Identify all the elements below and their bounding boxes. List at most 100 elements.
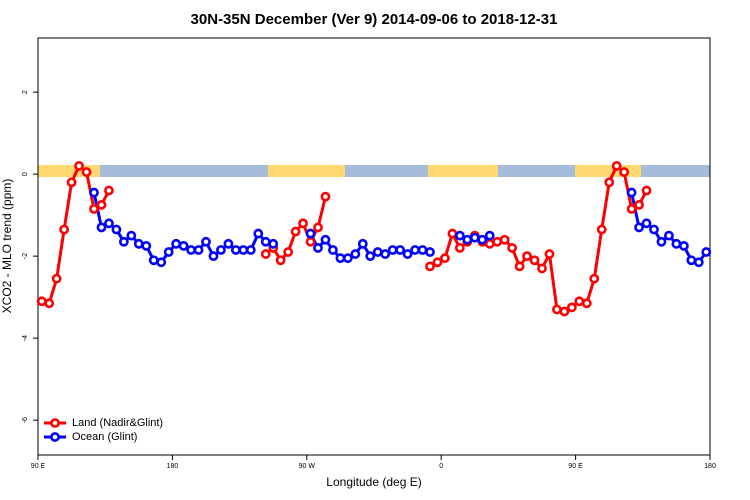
data-point [111, 224, 122, 235]
data-point [305, 236, 316, 247]
data-point [410, 245, 420, 255]
data-point [163, 247, 174, 257]
data-point [230, 245, 241, 255]
y-axis-label: XCO2 - MLO trend (ppm) [0, 179, 14, 314]
data-point [89, 204, 99, 214]
data-point [626, 187, 637, 198]
data-point [454, 230, 465, 241]
data-point [522, 251, 532, 262]
data-point [649, 224, 659, 235]
data-point [104, 218, 114, 229]
y-tick-label: -6 [22, 417, 29, 423]
data-point [432, 257, 443, 268]
data-point [641, 185, 652, 196]
data-point [342, 253, 353, 264]
data-point [186, 245, 196, 255]
legend-label: Ocean (Glint) [72, 431, 137, 443]
legend-label: Land (Nadir&Glint) [72, 417, 163, 429]
data-point [133, 238, 144, 249]
data-point [462, 234, 473, 245]
chart-title: 30N-35N December (Ver 9) 2014-09-06 to 2… [191, 11, 558, 28]
data-point [178, 240, 189, 251]
data-point [320, 234, 331, 245]
data-point [492, 236, 503, 247]
data-point [275, 255, 286, 266]
data-point [454, 243, 465, 253]
data-point [118, 236, 129, 247]
data-point [245, 245, 256, 255]
data-point [529, 255, 540, 266]
data-point [619, 167, 630, 177]
data-point [148, 255, 159, 266]
data-point [365, 251, 376, 262]
x-tick-label: 180 [704, 463, 716, 470]
legend-marker [50, 432, 60, 442]
data-point [469, 232, 480, 243]
data-point [51, 273, 62, 284]
data-point [552, 304, 562, 315]
data-point [656, 236, 667, 247]
data-point [671, 238, 682, 249]
data-point [686, 255, 697, 266]
data-point [59, 224, 70, 235]
data-point [634, 222, 644, 233]
x-tick-label: 90 E [31, 463, 46, 470]
data-point [402, 249, 413, 259]
data-point [484, 238, 495, 249]
data-point [268, 238, 279, 249]
data-point [357, 238, 368, 249]
y-tick-label: 0 [22, 172, 29, 176]
data-point [544, 249, 555, 259]
data-point [313, 222, 323, 233]
data-point [559, 306, 570, 317]
data-point [566, 302, 577, 313]
data-point [260, 236, 271, 247]
data-point [678, 240, 689, 251]
x-tick-label: 90 E [568, 463, 583, 470]
data-point [693, 257, 704, 268]
data-point [634, 199, 644, 210]
data-point [574, 296, 585, 307]
data-point [260, 249, 271, 259]
data-point [81, 167, 92, 177]
data-point [589, 273, 600, 284]
data-point [320, 191, 331, 202]
data-point [664, 230, 674, 241]
data-point [626, 204, 637, 214]
legend: Land (Nadir&Glint) Ocean (Glint) [44, 417, 163, 443]
data-point [238, 245, 249, 255]
data-point [328, 245, 338, 255]
data-point [313, 243, 323, 253]
y-tick-label: 2 [22, 90, 29, 94]
data-point [156, 257, 167, 268]
data-point [596, 224, 607, 235]
data-point [126, 230, 137, 241]
data-point [74, 161, 84, 171]
data-point [305, 228, 316, 239]
data-point [641, 218, 652, 229]
data-point [387, 245, 398, 255]
data-point [417, 245, 428, 255]
data-point [581, 298, 592, 309]
data-point [201, 236, 211, 247]
data-point [66, 177, 77, 188]
data-point [216, 245, 226, 255]
data-point [290, 226, 301, 237]
data-point [104, 185, 114, 196]
data-point [477, 234, 488, 245]
data-point [44, 298, 55, 309]
data-point [208, 251, 219, 262]
data-point [335, 253, 346, 264]
data-point [283, 247, 294, 257]
data-point [171, 238, 182, 249]
data-point [141, 240, 152, 251]
data-point [447, 228, 458, 239]
data-point [350, 249, 361, 259]
data-point [701, 247, 712, 257]
data-point [499, 234, 510, 245]
data-point [253, 228, 264, 239]
data-point [36, 296, 47, 307]
data-point [96, 222, 107, 233]
x-tick-label: 0 [439, 463, 443, 470]
